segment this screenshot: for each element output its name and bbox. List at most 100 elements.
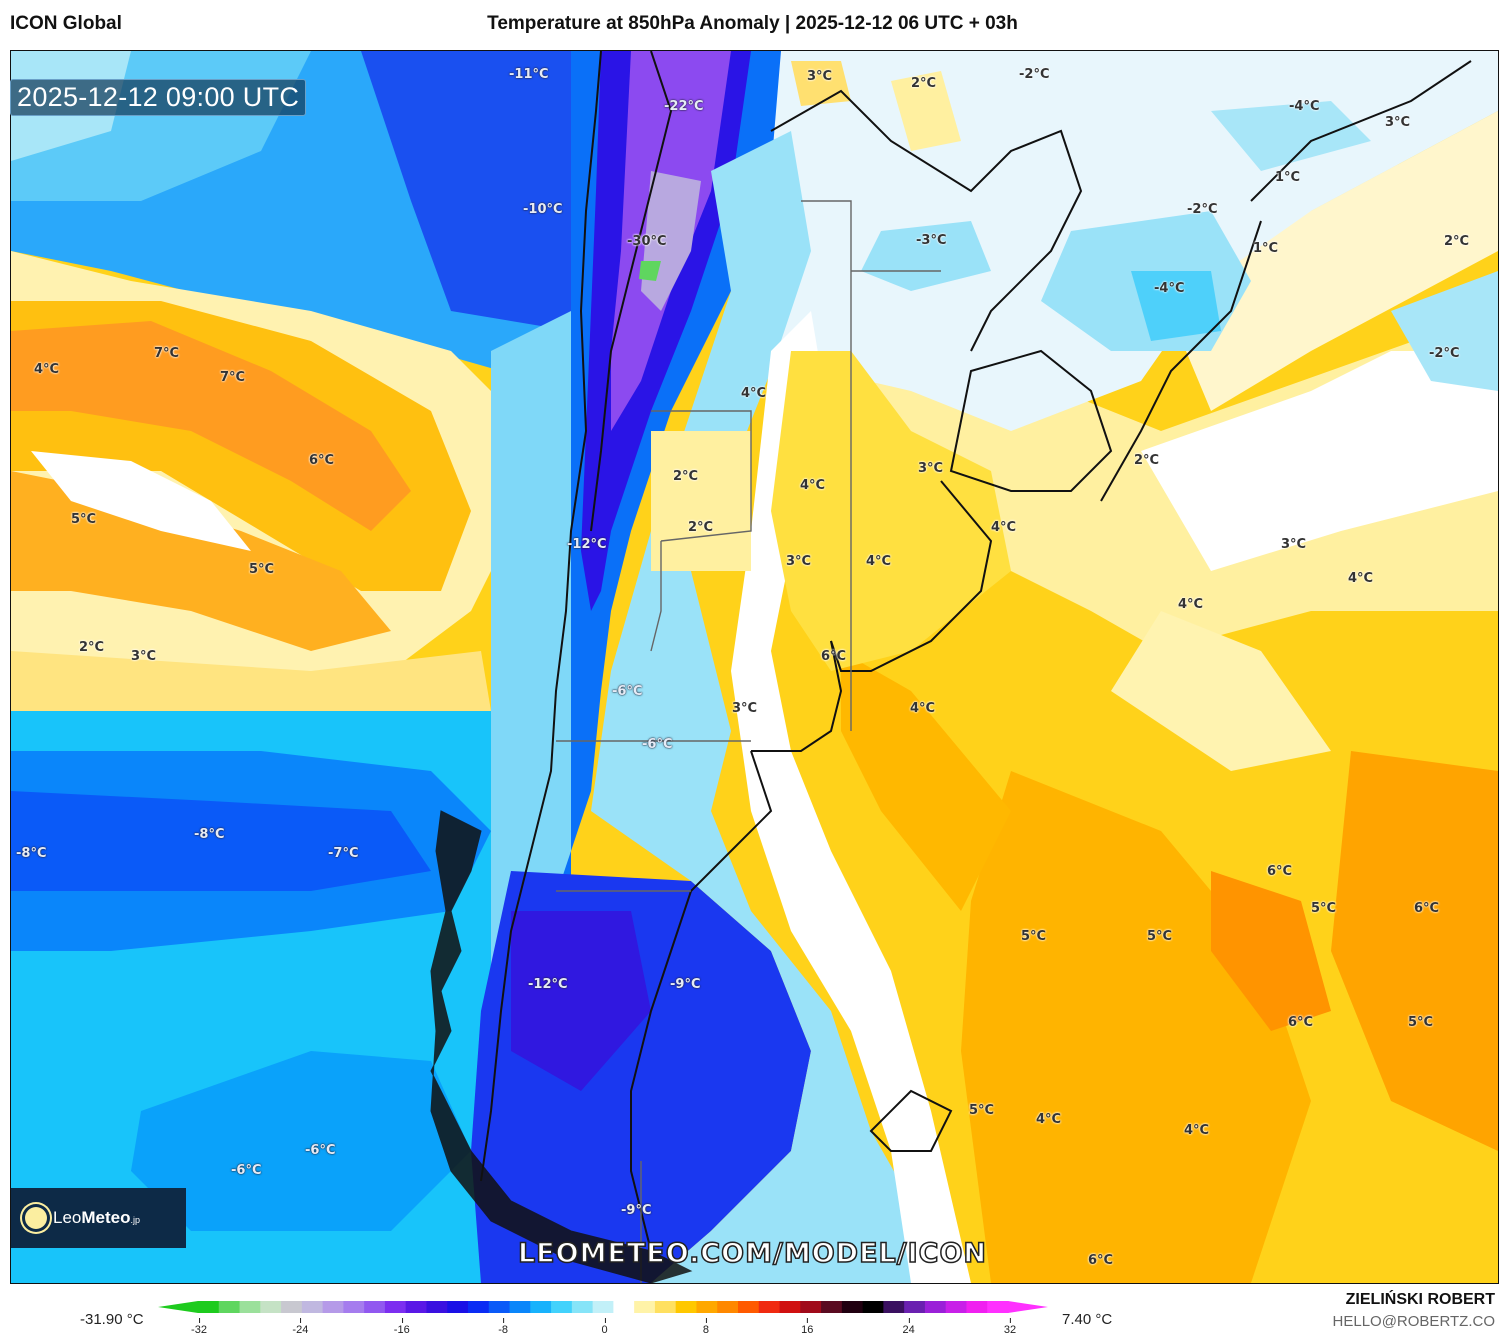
contour-label: 2°C	[1444, 234, 1470, 249]
colorbar-swatch	[800, 1301, 822, 1313]
contour-label: 6°C	[1414, 901, 1440, 916]
colorbar-swatch	[966, 1301, 988, 1313]
contour-label: 4°C	[910, 701, 936, 716]
colorbar-swatch	[758, 1301, 781, 1313]
contour-label: 4°C	[34, 362, 60, 377]
colorbar-swatch	[509, 1301, 531, 1313]
sun-icon	[25, 1207, 47, 1229]
colorbar-swatch	[779, 1301, 801, 1313]
contour-label: 2°C	[673, 469, 699, 484]
contour-label: 2°C	[79, 640, 105, 655]
contour-label: 5°C	[969, 1103, 995, 1118]
contour-label: -9°C	[670, 977, 701, 992]
colorbar-swatch	[592, 1301, 614, 1313]
colorbar-swatch	[468, 1301, 490, 1313]
colorbar-swatch	[301, 1301, 324, 1313]
contour-label: 3°C	[918, 461, 944, 476]
colorbar-swatch	[945, 1301, 968, 1313]
colorbar-swatch	[426, 1301, 448, 1313]
colorbar-tick-label: 32	[1003, 1318, 1017, 1336]
colorbar-tick-label: -32	[191, 1318, 207, 1336]
contour-label: 4°C	[1178, 597, 1204, 612]
colorbar-max-value: 7.40 °C	[1062, 1311, 1113, 1328]
contour-label: 2°C	[688, 520, 714, 535]
contour-label: 2°C	[1134, 453, 1160, 468]
colorbar-swatch	[530, 1301, 552, 1313]
contour-label: 2°C	[911, 76, 937, 91]
contour-label: -12°C	[567, 537, 607, 552]
contour-label: 3°C	[131, 649, 157, 664]
contour-label: -3°C	[916, 233, 947, 248]
colorbar-swatch	[384, 1301, 407, 1313]
chart-title: Temperature at 850hPa Anomaly | 2025-12-…	[487, 13, 1018, 34]
colorbar-swatch	[987, 1301, 1009, 1313]
contour-label: 5°C	[1021, 929, 1047, 944]
colorbar-swatch	[841, 1301, 864, 1313]
contour-label: -2°C	[1019, 67, 1050, 82]
contour-label: -12°C	[528, 977, 568, 992]
colorbar-swatch	[488, 1301, 511, 1313]
contour-label: -6°C	[305, 1143, 336, 1158]
colorbar-swatch	[654, 1301, 677, 1313]
colorbar-tick-label: 8	[702, 1318, 709, 1336]
contour-label: 5°C	[71, 512, 97, 527]
contour-label: 5°C	[1311, 901, 1337, 916]
contour-label: -8°C	[16, 846, 47, 861]
colorbar	[158, 1301, 1048, 1313]
contour-label: 4°C	[1184, 1123, 1210, 1138]
colorbar-swatch	[198, 1301, 220, 1313]
contour-label: 6°C	[309, 453, 335, 468]
leometeo-logo[interactable]: LeoMeteo.jp	[11, 1188, 186, 1248]
colorbar-swatch	[738, 1301, 760, 1313]
colorbar-min-arrow	[158, 1301, 198, 1313]
colorbar-swatch	[551, 1301, 573, 1313]
colorbar-swatch	[281, 1301, 303, 1313]
logo-text: LeoMeteo.jp	[53, 1208, 141, 1227]
temperature-anomaly-map[interactable]: -11°C -22°C 3°C 2°C -2°C -4°C 3°C 1°C -10°C -2°C -…	[10, 50, 1499, 1284]
contour-label: 1°C	[1275, 170, 1301, 185]
author-email[interactable]: HELLO@ROBERTZ.CO	[1332, 1313, 1495, 1330]
contour-label: -6°C	[612, 684, 643, 699]
contour-label: 1°C	[1253, 241, 1279, 256]
contour-label: 4°C	[866, 554, 892, 569]
contour-label: -11°C	[509, 67, 549, 82]
colorbar-swatch	[322, 1301, 344, 1313]
colorbar-swatch	[675, 1301, 698, 1313]
contour-label: -9°C	[621, 1203, 652, 1218]
contour-label: -4°C	[1289, 99, 1320, 114]
colorbar-max-arrow	[1008, 1301, 1048, 1313]
contour-label: 7°C	[154, 346, 180, 361]
contour-label: -6°C	[231, 1163, 262, 1178]
model-name: ICON Global	[10, 13, 122, 34]
contour-label: 5°C	[1408, 1015, 1434, 1030]
colorbar-tick-label: -16	[393, 1318, 410, 1336]
contour-label: -2°C	[1429, 346, 1460, 361]
contour-label: -10°C	[523, 202, 563, 217]
colorbar-swatch	[862, 1301, 884, 1313]
colorbar-tick-label: -24	[292, 1318, 309, 1336]
colorbar-swatch	[634, 1301, 656, 1313]
colorbar-tick-label: -8	[498, 1318, 509, 1336]
contour-label: 6°C	[1088, 1253, 1114, 1268]
colorbar-swatch	[343, 1301, 365, 1313]
contour-label: 4°C	[800, 478, 826, 493]
colorbar-swatch	[571, 1301, 594, 1313]
map-field	[11, 51, 1498, 1283]
contour-label: -4°C	[1154, 281, 1185, 296]
valid-time-badge: 2025-12-12 09:00 UTC	[10, 79, 307, 116]
colorbar-swatch	[364, 1301, 386, 1313]
contour-label: -6°C	[642, 737, 673, 752]
contour-label: -8°C	[194, 827, 225, 842]
contour-label: -30°C	[627, 234, 667, 249]
colorbar-swatch	[904, 1301, 926, 1313]
contour-label: -7°C	[328, 846, 359, 861]
colorbar-swatch	[218, 1301, 241, 1313]
contour-label: 3°C	[786, 554, 812, 569]
colorbar-swatch	[260, 1301, 282, 1313]
contour-label: 6°C	[821, 649, 847, 664]
contour-labels: -11°C -22°C 3°C 2°C -2°C -4°C 3°C 1°C -10°C -2°C -…	[11, 51, 1498, 1283]
colorbar-swatch	[717, 1301, 739, 1313]
contour-label: 5°C	[1147, 929, 1173, 944]
colorbar-swatch	[883, 1301, 905, 1313]
colorbar-swatch	[613, 1301, 635, 1313]
